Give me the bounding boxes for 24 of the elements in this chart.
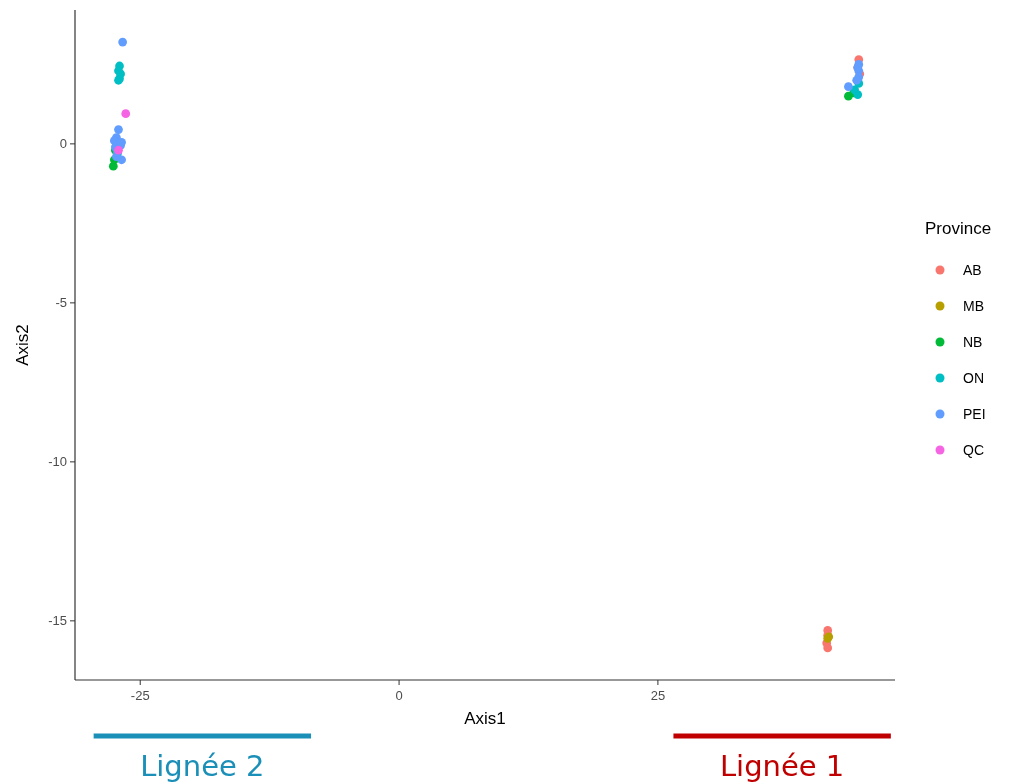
- point: [114, 125, 123, 134]
- text: Lignée 2: [140, 749, 265, 783]
- legend-label: MB: [963, 298, 984, 314]
- x-tick-label: 25: [650, 688, 666, 703]
- point: [117, 137, 126, 147]
- point: [844, 82, 853, 91]
- text: Lignée 1: [719, 749, 845, 783]
- point: [118, 37, 127, 47]
- y-tick-label: 0: [59, 136, 67, 152]
- y-tick-label: -5: [55, 295, 67, 311]
- x-axis-title: Axis1: [464, 709, 506, 728]
- legend-title: Province: [925, 219, 992, 238]
- legend-label: NB: [963, 334, 983, 350]
- legend-label: AB: [963, 262, 982, 278]
- y-tick-label: -15: [48, 613, 67, 629]
- y-tick-label: -10: [48, 454, 67, 470]
- x-tick-label: -25: [130, 688, 150, 703]
- point: [121, 109, 131, 119]
- x-tick-label: 0: [395, 688, 403, 703]
- point: [823, 643, 833, 653]
- legend-label: PEI: [963, 406, 986, 422]
- y-axis-title: Axis2: [13, 324, 32, 366]
- legend-label: QC: [963, 442, 984, 458]
- legend-label: ON: [963, 370, 984, 386]
